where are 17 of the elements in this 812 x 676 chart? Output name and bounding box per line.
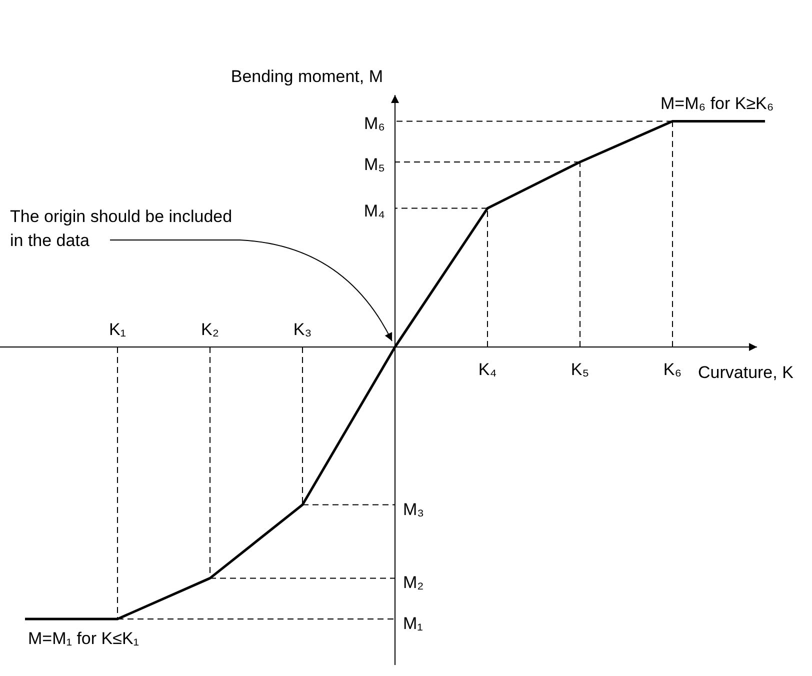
annotation: M₆ [364,114,385,134]
annotation: M₁ [403,614,424,633]
annotation: M₅ [364,155,385,174]
y-axis-title: Bending moment, M [230,67,383,86]
x-tick-label: K₂ [201,320,219,339]
x-tick-label: K₁ [108,320,126,339]
x-tick-label: K₄ [478,360,497,379]
annotation: The origin should be included in the data [10,207,232,250]
text: M=M₁ for K≤K₁ [28,629,140,648]
x-tick-label: K₆ [663,360,682,379]
annotation: M₄ [364,201,386,220]
annotation: M₂ [403,573,424,592]
x-tick-label: K₃ [293,320,312,339]
x-axis-title: Curvature, K [698,363,794,382]
annotation: M₃ [403,500,424,519]
text: M=M₆ for K≥K₆ [660,94,774,114]
x-tick-label: K₅ [570,360,590,379]
